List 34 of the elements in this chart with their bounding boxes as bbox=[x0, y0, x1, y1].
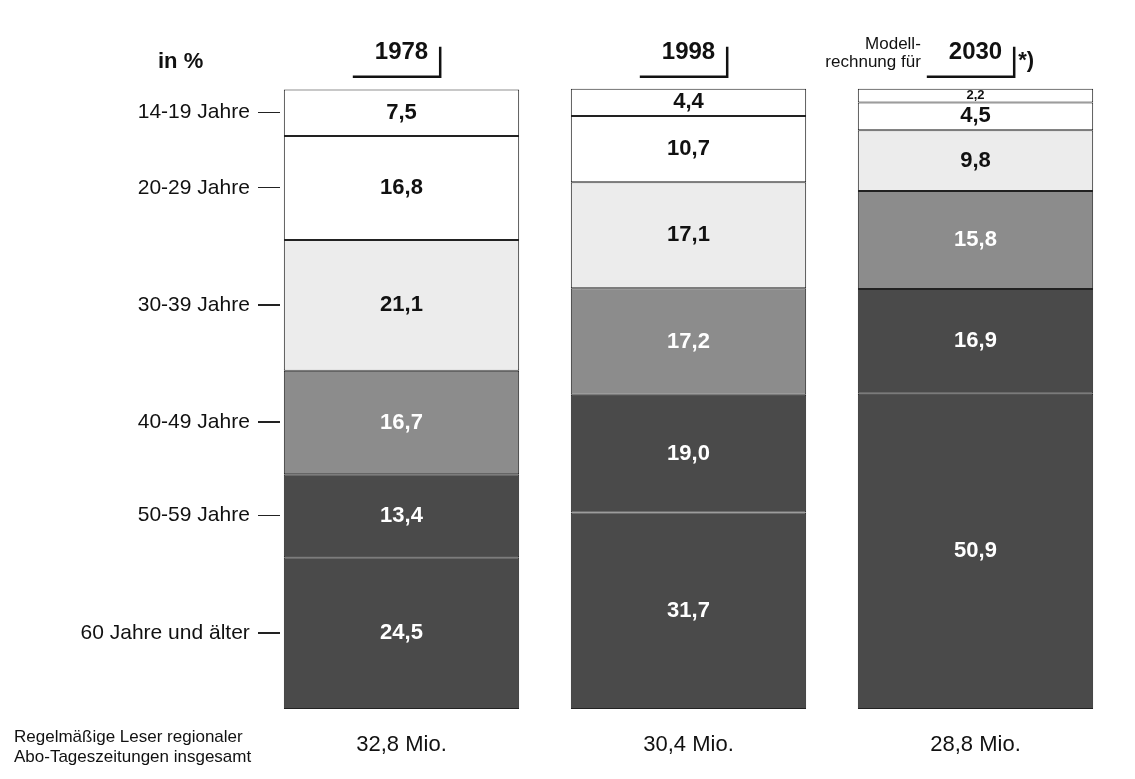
data-label: 15,8 bbox=[954, 226, 997, 252]
data-label: 50,9 bbox=[954, 537, 997, 563]
data-label: 24,5 bbox=[380, 619, 423, 645]
series-label: 50-59 Jahre bbox=[137, 502, 250, 526]
text: in % bbox=[158, 47, 204, 73]
text: *) bbox=[1018, 46, 1035, 72]
data-label: 17,1 bbox=[667, 221, 710, 247]
series-label: 20-29 Jahre bbox=[137, 174, 250, 198]
data-label: 31,7 bbox=[667, 596, 710, 622]
series-label: 30-39 Jahre bbox=[137, 292, 250, 316]
data-label: 13,4 bbox=[380, 501, 424, 527]
data-label: 4,5 bbox=[960, 102, 991, 128]
data-label: 16,9 bbox=[954, 327, 997, 353]
series-label: 14-19 Jahre bbox=[137, 99, 250, 123]
data-label: 16,7 bbox=[380, 408, 423, 434]
data-label: 16,8 bbox=[380, 174, 423, 199]
text: 32,8 Mio. bbox=[356, 731, 447, 757]
text: Regelmäßige Leser regionaler Abo-Tageszeitungen insgesamt bbox=[14, 726, 252, 766]
x-tick-label: 1998 bbox=[661, 37, 716, 65]
data-label: 9,8 bbox=[960, 146, 991, 172]
x-tick-label: 2030 bbox=[948, 37, 1003, 65]
series-label: 60 Jahre und älter bbox=[80, 619, 250, 643]
text: 30,4 Mio. bbox=[643, 731, 734, 757]
data-label: 19,0 bbox=[667, 439, 710, 465]
data-label: 2,2 bbox=[966, 87, 985, 103]
data-label: 7,5 bbox=[386, 98, 417, 124]
data-label: 4,4 bbox=[673, 88, 705, 114]
series-label: 40-49 Jahre bbox=[137, 409, 250, 433]
data-label: 10,7 bbox=[667, 135, 710, 161]
text: 28,8 Mio. bbox=[930, 731, 1021, 757]
data-label: 17,2 bbox=[667, 327, 710, 353]
data-label: 21,1 bbox=[380, 291, 423, 317]
x-tick-label: 1978 bbox=[374, 37, 429, 65]
text: Modell- rechnung für bbox=[825, 34, 922, 72]
